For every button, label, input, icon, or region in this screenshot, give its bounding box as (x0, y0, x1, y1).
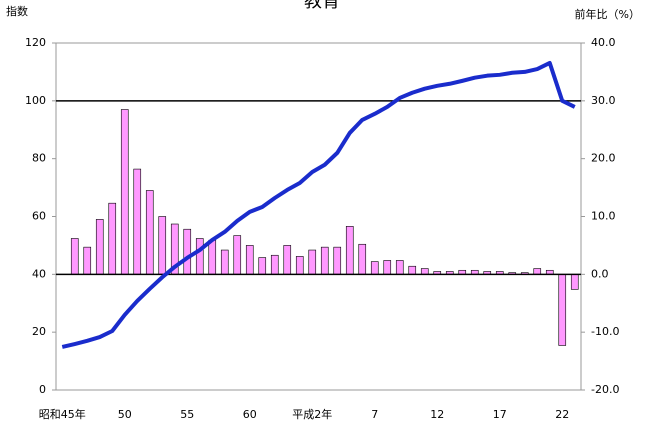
bar (408, 265, 417, 275)
bar (245, 245, 254, 275)
x-tick-label: 平成2年 (292, 407, 332, 421)
y-tick-label: 0 (39, 383, 46, 396)
x-tick-label: 17 (493, 408, 507, 421)
x-tick-label: 22 (555, 408, 569, 421)
bar (120, 109, 129, 275)
y-tick-label: 20 (32, 325, 46, 338)
chart-title: 教育 (304, 0, 340, 12)
bar (383, 260, 392, 275)
bar (370, 261, 379, 275)
bar (258, 257, 267, 275)
bar (358, 243, 367, 275)
bar (158, 216, 167, 275)
bar (83, 246, 92, 275)
bar (320, 246, 329, 275)
x-tick-label: 55 (180, 408, 194, 421)
y2-tick-label: 30.0 (591, 94, 616, 107)
bar (195, 238, 204, 275)
bar (233, 235, 242, 275)
bar (533, 268, 542, 275)
bar (133, 168, 142, 275)
bar (295, 256, 304, 275)
y2-axis-label: 前年比（%） (575, 7, 640, 21)
y-tick-label: 60 (32, 210, 46, 223)
y2-tick-label: 20.0 (591, 152, 616, 165)
bar (395, 260, 404, 275)
bar (183, 228, 192, 275)
y-tick-label: 80 (32, 152, 46, 165)
y-tick-label: 100 (25, 94, 46, 107)
bar (570, 274, 579, 290)
bar (220, 249, 229, 275)
bar (308, 249, 317, 275)
line (61, 60, 576, 349)
y2-tick-label: -10.0 (591, 325, 619, 338)
x-tick-label: 60 (243, 408, 257, 421)
bar (108, 202, 117, 275)
x-tick-label: 昭和45年 (39, 407, 86, 421)
bar (283, 245, 292, 275)
bar (145, 190, 154, 275)
bar (95, 219, 104, 275)
bar (270, 254, 279, 275)
y-axis-label: 指数 (6, 4, 28, 18)
y-tick-label: 120 (25, 36, 46, 49)
y2-tick-label: -20.0 (591, 383, 619, 396)
y2-tick-label: 10.0 (591, 210, 616, 223)
y-tick-label: 40 (32, 267, 46, 280)
bar (333, 246, 342, 275)
bar (345, 226, 354, 275)
y2-tick-label: 40.0 (591, 36, 616, 49)
x-tick-label: 7 (371, 408, 378, 421)
bar (558, 274, 567, 346)
bar (420, 268, 429, 275)
bar (208, 239, 217, 275)
x-tick-label: 12 (430, 408, 444, 421)
x-tick-label: 50 (118, 408, 132, 421)
bar (70, 238, 79, 275)
y2-tick-label: 0.0 (591, 267, 609, 280)
